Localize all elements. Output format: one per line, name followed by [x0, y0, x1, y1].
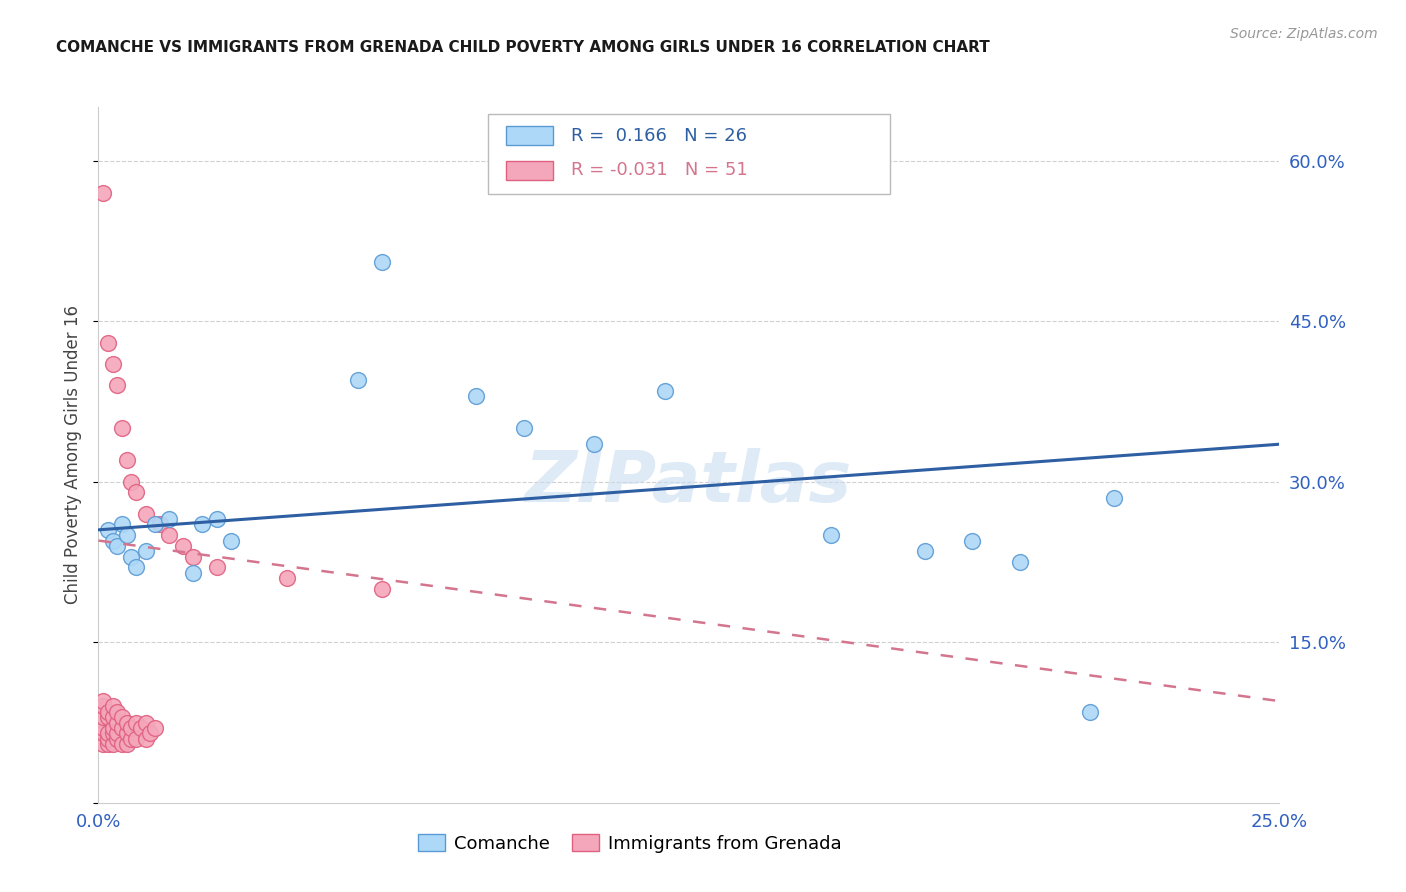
Point — [820, 528, 842, 542]
Y-axis label: Child Poverty Among Girls Under 16: Child Poverty Among Girls Under 16 — [65, 305, 83, 605]
Point — [1008, 555, 1031, 569]
FancyBboxPatch shape — [506, 126, 553, 145]
Text: R =  0.166   N = 26: R = 0.166 N = 26 — [571, 127, 747, 145]
Point — [962, 533, 984, 548]
Point — [371, 582, 394, 596]
Point — [121, 475, 143, 489]
Point — [191, 517, 214, 532]
Text: ZIPatlas: ZIPatlas — [526, 449, 852, 517]
Point — [654, 384, 676, 398]
Point — [97, 335, 120, 350]
Point — [97, 710, 120, 724]
Point — [105, 715, 128, 730]
Point — [105, 378, 128, 392]
Point — [135, 544, 157, 558]
Point — [97, 737, 120, 751]
Point — [97, 523, 120, 537]
Point — [111, 737, 134, 751]
Point — [111, 721, 134, 735]
Point — [115, 715, 138, 730]
Text: Source: ZipAtlas.com: Source: ZipAtlas.com — [1230, 27, 1378, 41]
Point — [121, 721, 143, 735]
Point — [139, 726, 162, 740]
Point — [101, 726, 124, 740]
Point — [219, 533, 242, 548]
Point — [105, 539, 128, 553]
Point — [115, 528, 138, 542]
Point — [125, 485, 148, 500]
Point — [181, 549, 204, 564]
Point — [135, 731, 157, 746]
Point — [1102, 491, 1125, 505]
Point — [101, 357, 124, 371]
Point — [371, 255, 394, 269]
Point — [101, 533, 124, 548]
Point — [583, 437, 606, 451]
Point — [149, 517, 172, 532]
Point — [172, 539, 194, 553]
Point — [914, 544, 936, 558]
Point — [125, 560, 148, 574]
Point — [91, 721, 114, 735]
Point — [205, 560, 228, 574]
Point — [105, 726, 128, 740]
Point — [121, 549, 143, 564]
Point — [97, 726, 120, 740]
FancyBboxPatch shape — [488, 114, 890, 194]
Point — [105, 705, 128, 719]
Point — [121, 731, 143, 746]
Point — [465, 389, 488, 403]
Point — [135, 715, 157, 730]
Point — [125, 731, 148, 746]
Point — [101, 737, 124, 751]
Point — [143, 721, 166, 735]
Point — [101, 721, 124, 735]
Text: R = -0.031   N = 51: R = -0.031 N = 51 — [571, 161, 748, 179]
Point — [111, 710, 134, 724]
Point — [101, 710, 124, 724]
Point — [111, 421, 134, 435]
Point — [347, 373, 370, 387]
Point — [91, 699, 114, 714]
Point — [105, 731, 128, 746]
Point — [125, 715, 148, 730]
Legend: Comanche, Immigrants from Grenada: Comanche, Immigrants from Grenada — [411, 827, 849, 860]
Point — [205, 512, 228, 526]
Point — [97, 731, 120, 746]
Point — [276, 571, 298, 585]
Point — [91, 737, 114, 751]
Point — [91, 726, 114, 740]
Point — [115, 453, 138, 467]
Point — [91, 710, 114, 724]
Point — [157, 512, 180, 526]
Point — [181, 566, 204, 580]
Point — [512, 421, 534, 435]
Point — [111, 517, 134, 532]
Point — [115, 737, 138, 751]
Point — [157, 528, 180, 542]
FancyBboxPatch shape — [506, 161, 553, 180]
Point — [97, 705, 120, 719]
Point — [91, 186, 114, 200]
Point — [115, 726, 138, 740]
Point — [135, 507, 157, 521]
Text: COMANCHE VS IMMIGRANTS FROM GRENADA CHILD POVERTY AMONG GIRLS UNDER 16 CORRELATI: COMANCHE VS IMMIGRANTS FROM GRENADA CHIL… — [56, 40, 990, 55]
Point — [129, 721, 152, 735]
Point — [91, 694, 114, 708]
Point — [101, 699, 124, 714]
Point — [143, 517, 166, 532]
Point — [1080, 705, 1102, 719]
